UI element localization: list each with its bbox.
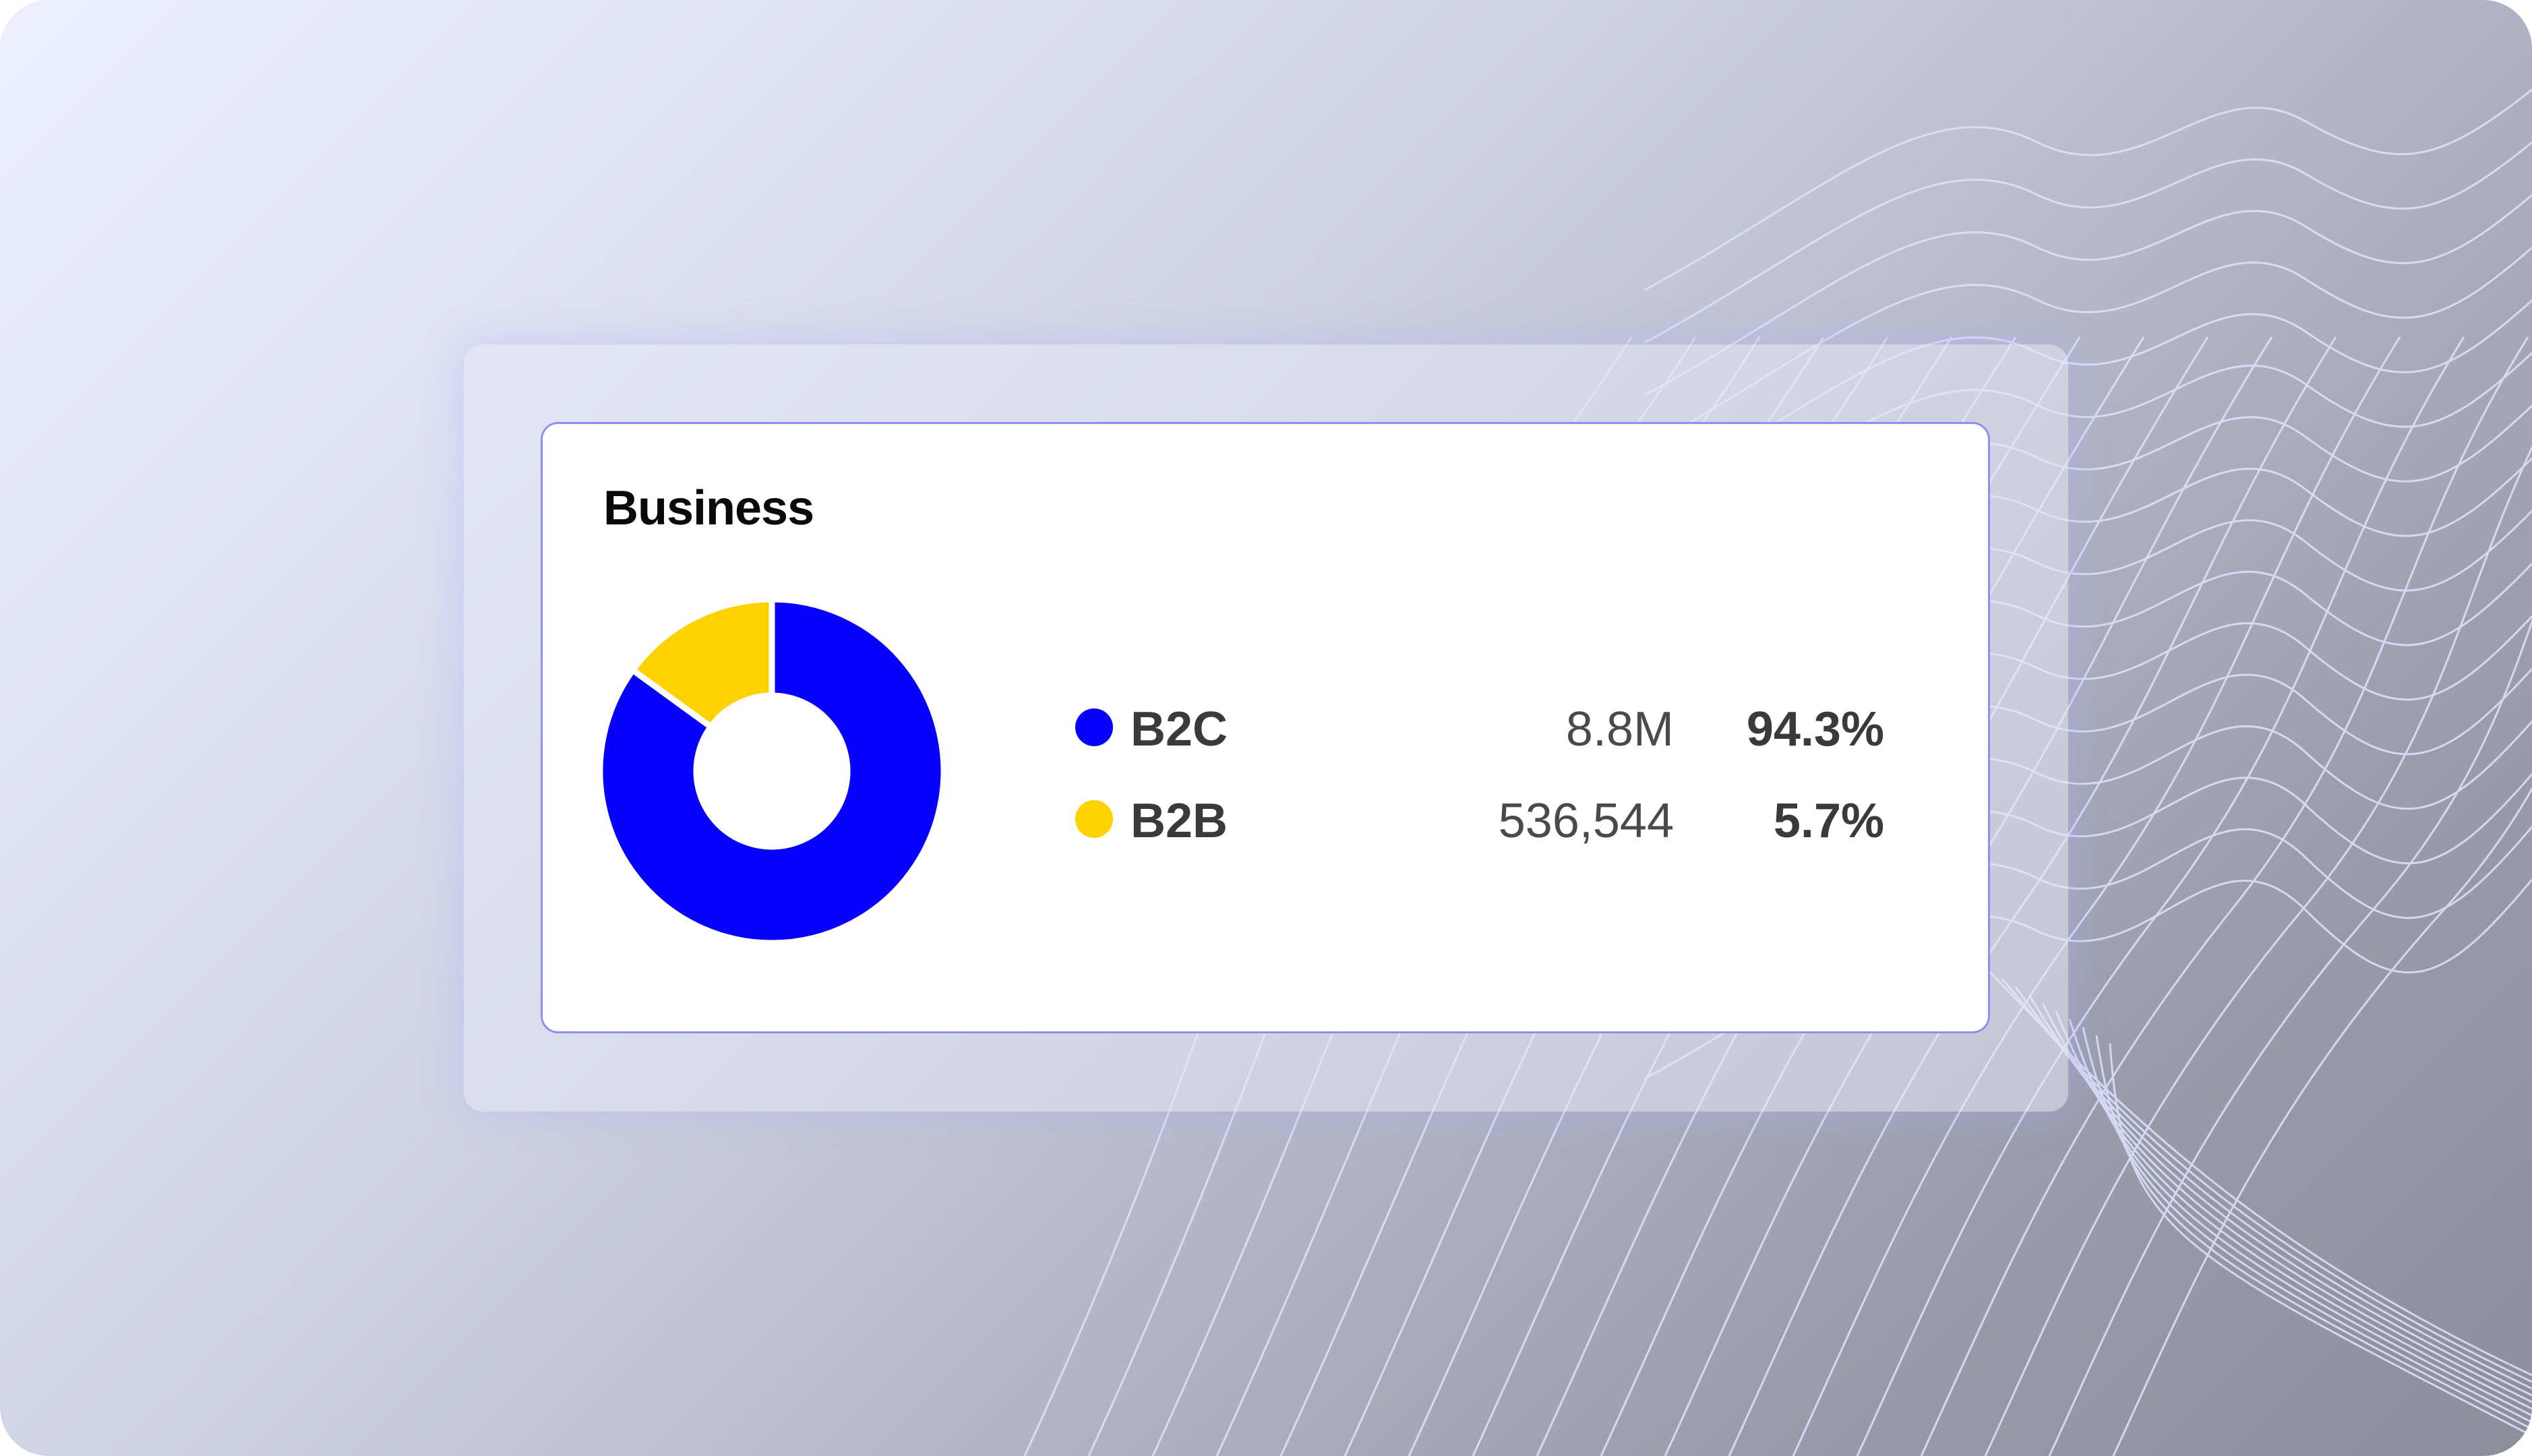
card-title: Business	[603, 481, 814, 535]
wave-mesh	[2014, 986, 2532, 1390]
wave-mesh	[2001, 978, 2532, 1383]
wave-mesh	[1987, 969, 2532, 1376]
wave-strand	[1984, 445, 2532, 1456]
donut-slice-b2c	[597, 596, 947, 946]
wave-strand	[2112, 787, 2532, 1456]
wave-mesh	[2041, 1002, 2532, 1403]
legend-row-b2c: B2C 8.8M 94.3%	[1075, 694, 1884, 761]
donut-slice-b2b	[628, 596, 775, 731]
wave-mesh	[2095, 1035, 2532, 1430]
wave-mesh	[2068, 1019, 2532, 1417]
legend-label-b2b: B2B	[1131, 794, 1228, 848]
legend-percent-b2b: 5.7%	[1773, 794, 1884, 848]
donut-chart	[597, 596, 947, 946]
legend-label-b2c: B2C	[1131, 702, 1228, 756]
legend-percent-b2c: 94.3%	[1746, 702, 1884, 756]
wave-strand	[2048, 618, 2532, 1456]
wave-strand	[1920, 336, 2529, 1456]
wave-line	[1644, 193, 2532, 396]
wave-line	[1644, 141, 2532, 344]
legend-value-b2b: 536,544	[1498, 794, 1674, 848]
wave-strand	[1856, 336, 2465, 1456]
business-card: Business B2C 8.8M 94.3% B2B 536,544 5.7%	[541, 422, 1990, 1033]
legend-value-b2c: 8.8M	[1565, 702, 1674, 756]
legend-dot-b2b	[1075, 800, 1113, 838]
wave-line	[1644, 246, 2532, 449]
wave-mesh	[2055, 1010, 2532, 1410]
legend-dot-b2c	[1075, 708, 1113, 746]
wave-mesh	[2082, 1027, 2532, 1424]
wave-mesh	[2109, 1043, 2532, 1437]
legend-row-b2b: B2B 536,544 5.7%	[1075, 785, 1884, 853]
wave-strand	[1792, 336, 2401, 1456]
wave-line	[1644, 88, 2532, 291]
wave-mesh	[2028, 994, 2532, 1397]
